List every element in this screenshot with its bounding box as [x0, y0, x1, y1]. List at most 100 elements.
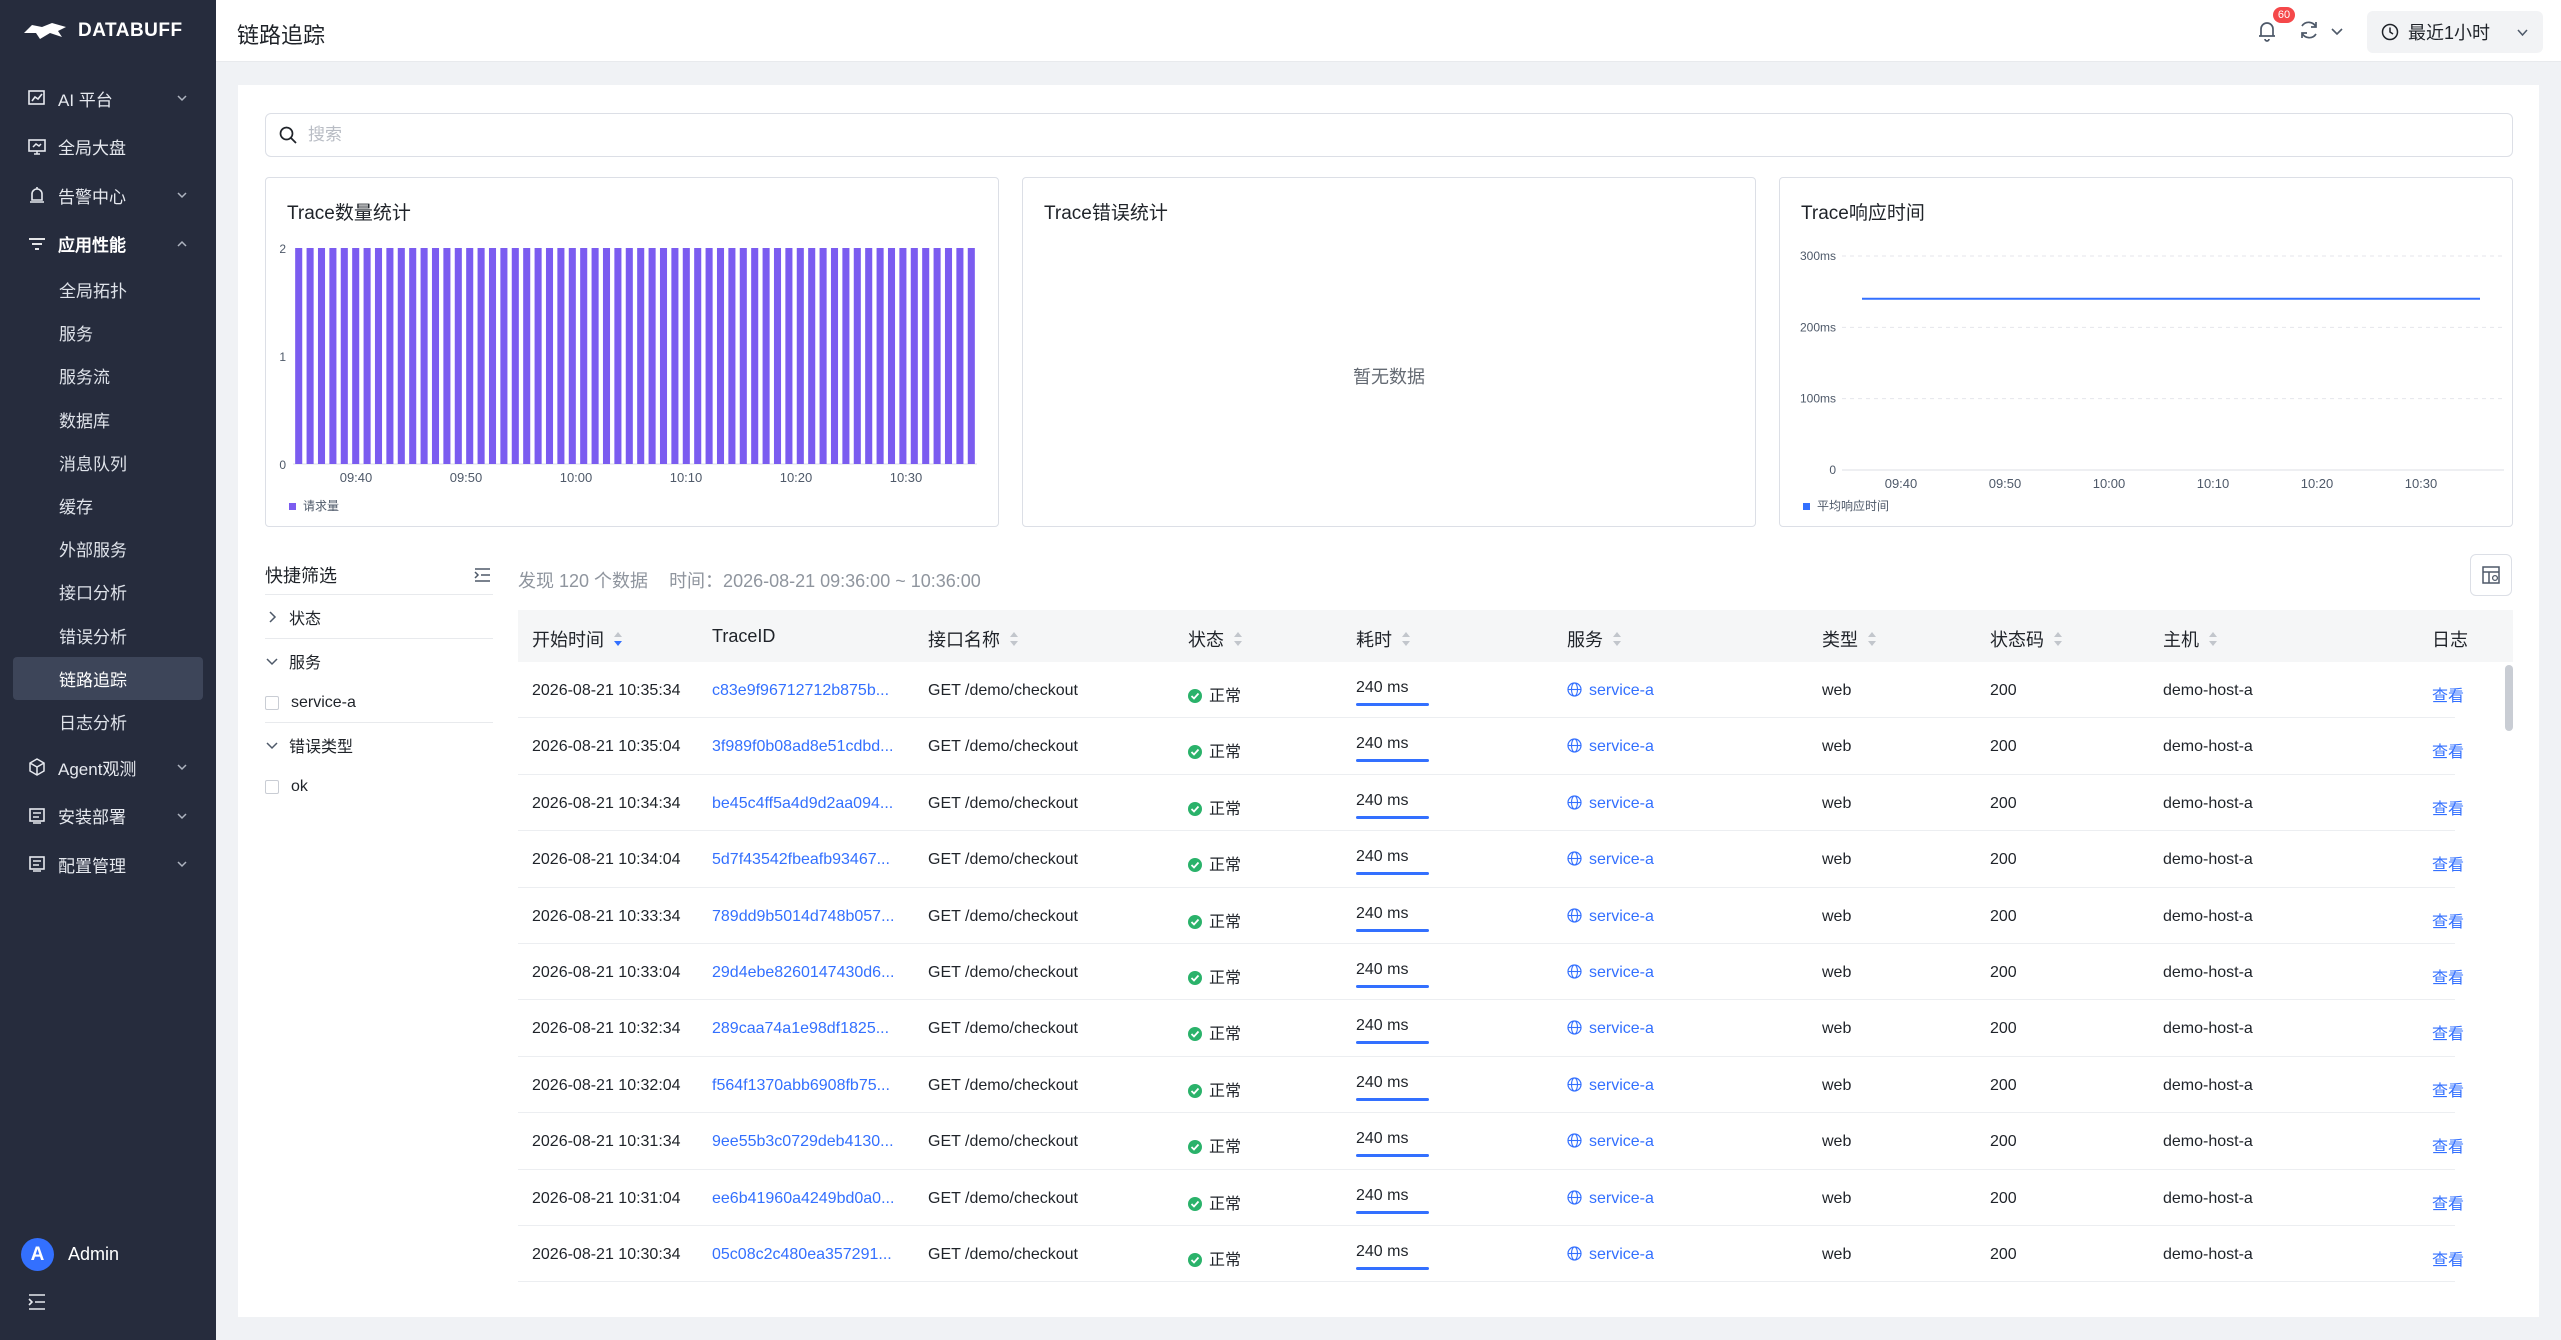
cell-service[interactable]: service-a: [1567, 795, 1654, 813]
bar[interactable]: [694, 248, 702, 464]
bar[interactable]: [773, 248, 782, 464]
sidebar-subitem-trace[interactable]: 链路追踪: [13, 656, 203, 700]
chevron-down-icon[interactable]: [2330, 24, 2344, 38]
column-header-host[interactable]: 主机: [2163, 626, 2218, 652]
bar[interactable]: [887, 248, 896, 464]
logo[interactable]: DATABUFF: [0, 0, 216, 62]
bar[interactable]: [956, 248, 964, 464]
table-row[interactable]: 2026-08-21 10:32:04 f564f1370abb6908fb75.…: [518, 1057, 2464, 1114]
checkbox[interactable]: [265, 695, 279, 710]
table-row[interactable]: 2026-08-21 10:34:34 be45c4ff5a4d9d2aa094.…: [518, 775, 2464, 832]
bar[interactable]: [637, 248, 645, 464]
bar[interactable]: [591, 248, 599, 464]
bar[interactable]: [808, 248, 816, 464]
search-box[interactable]: [265, 113, 2513, 157]
table-scrollbar[interactable]: [2505, 665, 2513, 731]
cell-trace-id[interactable]: c83e9f96712712b875b...: [712, 682, 889, 700]
cell-trace-id[interactable]: 9ee55b3c0729deb4130...: [712, 1133, 894, 1151]
bar[interactable]: [625, 248, 633, 464]
legend-label[interactable]: 请求量: [303, 499, 339, 513]
bar[interactable]: [568, 248, 576, 464]
bar[interactable]: [580, 248, 588, 464]
bar[interactable]: [842, 248, 850, 464]
bar[interactable]: [443, 248, 451, 464]
table-row[interactable]: 2026-08-21 10:30:34 05c08c2c480ea357291..…: [518, 1226, 2464, 1283]
bar[interactable]: [374, 248, 383, 464]
bar[interactable]: [910, 248, 918, 464]
bar[interactable]: [477, 248, 485, 464]
sidebar-subitem-error-analysis[interactable]: 错误分析: [59, 627, 127, 647]
column-header-type[interactable]: 类型: [1822, 626, 1877, 652]
sidebar-item-apm[interactable]: 应用性能: [0, 220, 216, 269]
bar[interactable]: [933, 248, 941, 464]
cell-service[interactable]: service-a: [1567, 1020, 1654, 1038]
sidebar-item-agent[interactable]: Agent观测: [0, 743, 216, 792]
sidebar-item-config[interactable]: 配置管理: [0, 840, 216, 889]
sidebar-subitem-global-topology[interactable]: 全局拓扑: [59, 282, 127, 302]
bar[interactable]: [819, 248, 827, 464]
table-row[interactable]: 2026-08-21 10:35:34 c83e9f96712712b875b..…: [518, 662, 2464, 719]
cell-trace-id[interactable]: 789dd9b5014d748b057...: [712, 908, 894, 926]
cell-trace-id[interactable]: f564f1370abb6908fb75...: [712, 1077, 890, 1095]
filter-group-status[interactable]: 状态: [265, 595, 493, 639]
cell-service[interactable]: service-a: [1567, 1077, 1654, 1095]
cell-service[interactable]: service-a: [1567, 964, 1654, 982]
cell-service[interactable]: service-a: [1567, 682, 1654, 700]
column-settings-button[interactable]: [2470, 554, 2512, 596]
bar[interactable]: [682, 248, 690, 464]
cell-log[interactable]: 查看: [2432, 1246, 2464, 1270]
bar[interactable]: [340, 248, 348, 464]
bar[interactable]: [511, 248, 519, 464]
cell-log[interactable]: 查看: [2432, 1020, 2464, 1044]
cell-service[interactable]: service-a: [1567, 738, 1654, 756]
bar[interactable]: [454, 248, 462, 464]
bar[interactable]: [716, 248, 725, 464]
bar[interactable]: [557, 248, 565, 464]
column-header-trace-id[interactable]: TraceID: [712, 626, 775, 647]
cell-trace-id[interactable]: 05c08c2c480ea357291...: [712, 1246, 892, 1264]
sidebar-subitem-api-analysis[interactable]: 接口分析: [59, 584, 127, 604]
cell-service[interactable]: service-a: [1567, 908, 1654, 926]
refresh-icon[interactable]: [2298, 19, 2320, 41]
bar[interactable]: [865, 248, 873, 464]
table-row[interactable]: 2026-08-21 10:33:34 789dd9b5014d748b057..…: [518, 888, 2464, 944]
filter-option[interactable]: service-a: [265, 683, 493, 723]
bar[interactable]: [409, 248, 417, 464]
sort-icon[interactable]: [1401, 631, 1411, 647]
bar[interactable]: [659, 248, 668, 464]
filter-option[interactable]: ok: [265, 767, 493, 807]
bar[interactable]: [397, 248, 405, 464]
cell-log[interactable]: 查看: [2432, 1133, 2464, 1157]
cell-log[interactable]: 查看: [2432, 1190, 2464, 1214]
cell-trace-id[interactable]: ee6b41960a4249bd0a0...: [712, 1190, 894, 1208]
bar[interactable]: [602, 248, 611, 464]
table-row[interactable]: 2026-08-21 10:33:04 29d4ebe8260147430d6..…: [518, 944, 2464, 1001]
bar[interactable]: [386, 248, 394, 464]
table-row[interactable]: 2026-08-21 10:34:04 5d7f43542fbeafb93467.…: [518, 831, 2464, 888]
column-header-status-code[interactable]: 状态码: [1990, 626, 2063, 652]
bar[interactable]: [876, 248, 884, 464]
bar[interactable]: [796, 248, 804, 464]
cell-service[interactable]: service-a: [1567, 1190, 1654, 1208]
time-range-select[interactable]: 最近1小时: [2367, 11, 2543, 53]
sidebar-subitem-services[interactable]: 服务: [59, 325, 93, 345]
bar[interactable]: [329, 248, 337, 464]
column-header-duration[interactable]: 耗时: [1356, 626, 1411, 652]
filter-group-error-type[interactable]: 错误类型: [265, 723, 493, 767]
sidebar-subitem-cache[interactable]: 缓存: [59, 498, 93, 518]
collapse-sidebar-icon[interactable]: [27, 1293, 47, 1311]
cell-log[interactable]: 查看: [2432, 964, 2464, 988]
table-row[interactable]: 2026-08-21 10:31:34 9ee55b3c0729deb4130..…: [518, 1113, 2464, 1170]
sort-icon[interactable]: [1233, 631, 1243, 647]
sidebar-item-alarm-center[interactable]: 告警中心: [0, 171, 216, 220]
cell-log[interactable]: 查看: [2432, 1077, 2464, 1101]
column-header-log[interactable]: 日志: [2432, 626, 2468, 652]
sort-icon[interactable]: [2208, 631, 2218, 647]
bar[interactable]: [648, 248, 656, 464]
sidebar-subitem-database[interactable]: 数据库: [59, 411, 110, 431]
bar[interactable]: [534, 248, 542, 464]
cell-log[interactable]: 查看: [2432, 851, 2464, 875]
sidebar-subitem-external-services[interactable]: 外部服务: [59, 541, 127, 561]
cell-trace-id[interactable]: 29d4ebe8260147430d6...: [712, 964, 894, 982]
bar[interactable]: [853, 248, 861, 464]
